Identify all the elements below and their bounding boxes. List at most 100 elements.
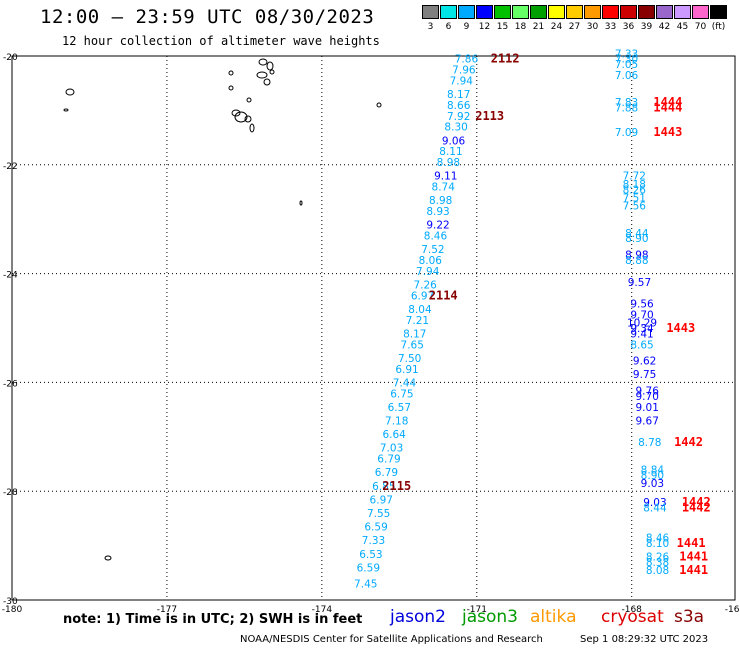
legend-swatch [458, 5, 475, 19]
wave-height-label: 9.56 [630, 299, 654, 311]
wave-height-label: 8.06 [419, 255, 443, 267]
wave-height-label: 7.30 [615, 54, 638, 66]
wave-height-label: 7.44 [393, 377, 417, 389]
satellite-altika: altika [530, 607, 577, 627]
legend-swatch [620, 5, 637, 19]
satellite-s3a: s3a [674, 607, 705, 627]
legend-label: (ft) [711, 22, 726, 32]
legend-label: 36 [622, 22, 635, 32]
wave-height-label: 6.59 [364, 522, 387, 534]
footer-credit: NOAA/NESDIS Center for Satellite Applica… [240, 634, 543, 645]
wave-height-label: 6.97 [370, 494, 393, 506]
y-tick-label: -22 [3, 162, 18, 172]
island-outline [299, 200, 303, 206]
legend-label: 30 [586, 22, 599, 32]
island-outline [376, 102, 382, 108]
wave-height-label: 9.67 [636, 415, 659, 427]
wave-height-label: 8.98 [625, 250, 648, 262]
island-outline [246, 97, 252, 103]
legend-swatch [602, 5, 619, 19]
wave-height-label: 7.21 [406, 315, 429, 327]
wave-height-label: 7.96 [452, 65, 476, 77]
wave-height-label: 6.91 [395, 364, 418, 376]
legend-label: 18 [514, 22, 527, 32]
wave-height-label: 8.44 [625, 228, 649, 240]
island-outline [256, 71, 268, 79]
legend-swatch [548, 5, 565, 19]
wave-height-label: 8.30 [444, 122, 467, 134]
wave-height-label: 8.90 [625, 233, 648, 245]
satellite-jason2: jason2 [390, 607, 446, 627]
legend-label: 15 [496, 22, 509, 32]
wave-height-label: 8.08 [646, 565, 669, 577]
wave-height-label: 7.86 [455, 54, 479, 66]
wave-height-label: 9.41 [630, 328, 653, 340]
wave-height-label: 6.64 [382, 429, 406, 441]
island-outline [244, 115, 252, 123]
wave-height-label: 6.59 [357, 562, 380, 574]
legend-swatch [440, 5, 457, 19]
pass-time-label: 2113 [475, 109, 504, 123]
wave-height-label: 8.98 [437, 157, 460, 169]
wave-height-label: 6.53 [359, 549, 382, 561]
wave-height-label: 9.76 [636, 386, 660, 398]
wave-height-label: 7.92 [447, 111, 470, 123]
footer-timestamp: Sep 1 08:29:32 UTC 2023 [580, 634, 709, 645]
island-outline [249, 123, 255, 133]
pass-time-label: 1441 [679, 563, 708, 577]
map-frame [11, 55, 736, 601]
wave-height-label: 6.75 [390, 388, 413, 400]
legend-label: 12 [478, 22, 491, 32]
wave-height-label: 7.50 [398, 353, 421, 365]
wave-height-label: 9.03 [641, 478, 664, 490]
wave-height-label: 6.85 [372, 481, 395, 493]
wave-height-label: 7.52 [421, 244, 444, 256]
wave-height-label: 7.05 [615, 59, 638, 71]
wave-height-label: 9.01 [636, 402, 659, 414]
wave-height-label: 7.03 [380, 443, 403, 455]
wave-height-label: 7.56 [623, 201, 647, 213]
legend-swatch [476, 5, 493, 19]
satellite-cryosat: cryosat [601, 607, 664, 627]
wave-height-label: 7.18 [385, 415, 408, 427]
legend-label: 27 [568, 22, 581, 32]
chart-subtitle: 12 hour collection of altimeter wave hei… [62, 34, 380, 48]
wave-height-label: 8.90 [641, 470, 664, 482]
wave-height-label: 8.46 [424, 231, 448, 243]
y-tick-label: -20 [3, 53, 18, 63]
wave-height-label: 7.83 [615, 97, 638, 109]
legend-label: 42 [658, 22, 671, 32]
wave-height-label: 6.79 [375, 467, 398, 479]
y-tick-label: -26 [3, 379, 18, 389]
wave-height-label: 8.93 [426, 206, 449, 218]
x-tick-label: -166 [725, 605, 740, 615]
island-outline [234, 111, 248, 123]
wave-height-label: 8.84 [641, 464, 665, 476]
y-tick-label: -30 [3, 597, 18, 607]
pass-time-label: 1444 [653, 95, 682, 109]
wave-height-label: 8.78 [638, 437, 661, 449]
wave-height-label: 8.38 [646, 557, 669, 569]
wave-height-label: 8.26 [623, 184, 647, 196]
wave-height-label: 7.51 [623, 192, 646, 204]
island-outline [269, 69, 275, 75]
legend-label: 39 [640, 22, 653, 32]
legend-swatch [692, 5, 709, 19]
x-tick-label: -171 [467, 605, 487, 615]
legend-swatch [530, 5, 547, 19]
wave-height-label: 8.66 [447, 100, 471, 112]
pass-time-label: 1443 [666, 321, 695, 335]
wave-height-label: 8.04 [408, 304, 432, 316]
pass-time-label: 1441 [677, 536, 706, 550]
wave-height-label: 7.88 [615, 103, 638, 115]
wave-height-label: 7.09 [615, 127, 638, 139]
island-outline [104, 555, 112, 561]
wave-height-label: 9.70 [636, 391, 659, 403]
x-tick-label: -180 [2, 605, 23, 615]
wave-height-label: 7.94 [416, 266, 440, 278]
wave-height-label: 10.29 [627, 318, 657, 330]
satellite-jason3: jason3 [462, 607, 518, 627]
legend-label: 70 [694, 22, 707, 32]
island-outline [258, 58, 268, 66]
